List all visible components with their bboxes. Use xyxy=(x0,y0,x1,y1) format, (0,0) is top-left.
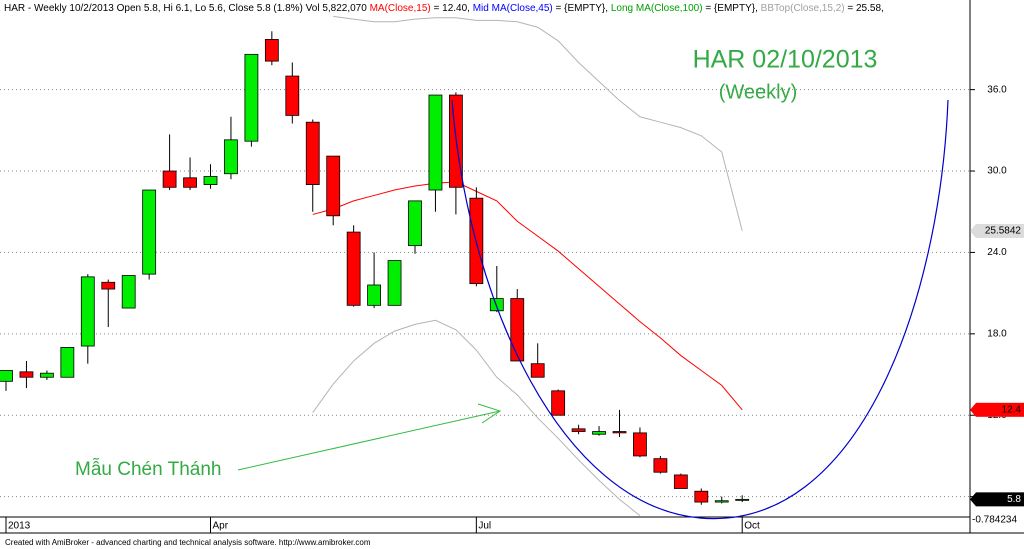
header-segment: = {EMPTY}, xyxy=(703,3,761,14)
candle-body xyxy=(19,371,34,378)
candle-body xyxy=(121,275,136,309)
candle-body xyxy=(162,170,177,188)
badge-pointer xyxy=(970,492,976,507)
candle-body xyxy=(40,372,54,378)
chart-header: HAR - Weekly 10/2/2013 Open 5.8, Hi 6.1,… xyxy=(4,3,884,14)
x-tick-label: 2013 xyxy=(8,521,31,532)
candle-body xyxy=(714,500,729,503)
header-segment: BBTop(Close,15,2) xyxy=(761,3,845,14)
candle-body xyxy=(60,347,75,378)
badge xyxy=(976,492,1024,507)
candle-body xyxy=(387,260,402,306)
x-tick-label: Apr xyxy=(213,521,229,532)
header-segment: Long MA(Close,100) xyxy=(611,3,703,14)
candle-body xyxy=(489,298,504,312)
candles xyxy=(0,31,750,505)
candle-body xyxy=(428,94,443,191)
candle-body xyxy=(612,431,627,434)
y-tick-label: 24.0 xyxy=(987,247,1007,258)
header-segment: = 25.58, xyxy=(845,3,884,14)
candle-body xyxy=(80,276,95,347)
indicator-line xyxy=(312,181,743,411)
candle-body xyxy=(592,431,606,435)
y-tick-label: 36.0 xyxy=(987,84,1007,95)
header-segment: HAR - Weekly 10/2/2013 Open 5.8, Hi 6.1,… xyxy=(4,3,370,14)
y-tick-label: 18.0 xyxy=(987,328,1007,339)
header-segment: MA(Close,15) xyxy=(370,3,431,14)
badge-label: 5.8 xyxy=(1007,494,1021,505)
lower-pane-value: -0.784234 xyxy=(972,515,1017,526)
indicator-line xyxy=(312,319,641,517)
annotation-title: HAR 02/10/2013 xyxy=(693,46,878,74)
badge-pointer xyxy=(970,223,976,238)
candle-body xyxy=(633,432,647,457)
candle-body xyxy=(367,284,382,306)
badge-label: 25.5842 xyxy=(985,226,1022,237)
arrow-head xyxy=(477,403,502,424)
badge-label: 12.4 xyxy=(1002,404,1022,415)
candle-body xyxy=(673,474,688,489)
candle-body xyxy=(735,498,750,501)
candle-body xyxy=(510,298,525,362)
candle-body xyxy=(694,490,709,503)
header-segment: = {EMPTY}, xyxy=(553,3,611,14)
header-segment: = 12.40, xyxy=(431,3,473,14)
badge-pointer xyxy=(970,402,976,417)
indicator-lines xyxy=(312,15,743,517)
candle-body xyxy=(653,458,668,473)
candle-body xyxy=(142,189,157,275)
candle-body xyxy=(285,75,300,116)
candle-body xyxy=(101,281,116,290)
grid xyxy=(0,89,970,498)
candle-body xyxy=(224,139,238,175)
badge xyxy=(976,223,1024,238)
candle-body xyxy=(346,231,361,306)
candle-body xyxy=(408,200,422,247)
candle-body xyxy=(305,121,320,185)
annotation-label: Mẫu Chén Thánh xyxy=(75,458,221,480)
candle-body xyxy=(530,363,545,378)
indicator-line xyxy=(333,15,743,231)
candle-body xyxy=(244,53,259,142)
annotation-subtitle: (Weekly) xyxy=(719,81,798,103)
cup-curve xyxy=(451,99,949,520)
candle-body xyxy=(203,176,218,185)
candle-body xyxy=(326,155,341,217)
x-tick-label: Oct xyxy=(744,521,760,532)
badge xyxy=(976,402,1024,417)
candle-body xyxy=(183,177,197,188)
header-segment: Mid MA(Close,45) xyxy=(473,3,553,14)
arrow-line xyxy=(237,410,501,471)
candle-body xyxy=(571,428,586,432)
x-tick-label: Jul xyxy=(478,521,491,532)
candle-body xyxy=(0,370,13,382)
footer: Created with AmiBroker - advanced charti… xyxy=(5,538,371,547)
y-tick-label: 30.0 xyxy=(987,166,1007,177)
candle-body xyxy=(264,39,279,62)
candle-body xyxy=(551,390,566,416)
